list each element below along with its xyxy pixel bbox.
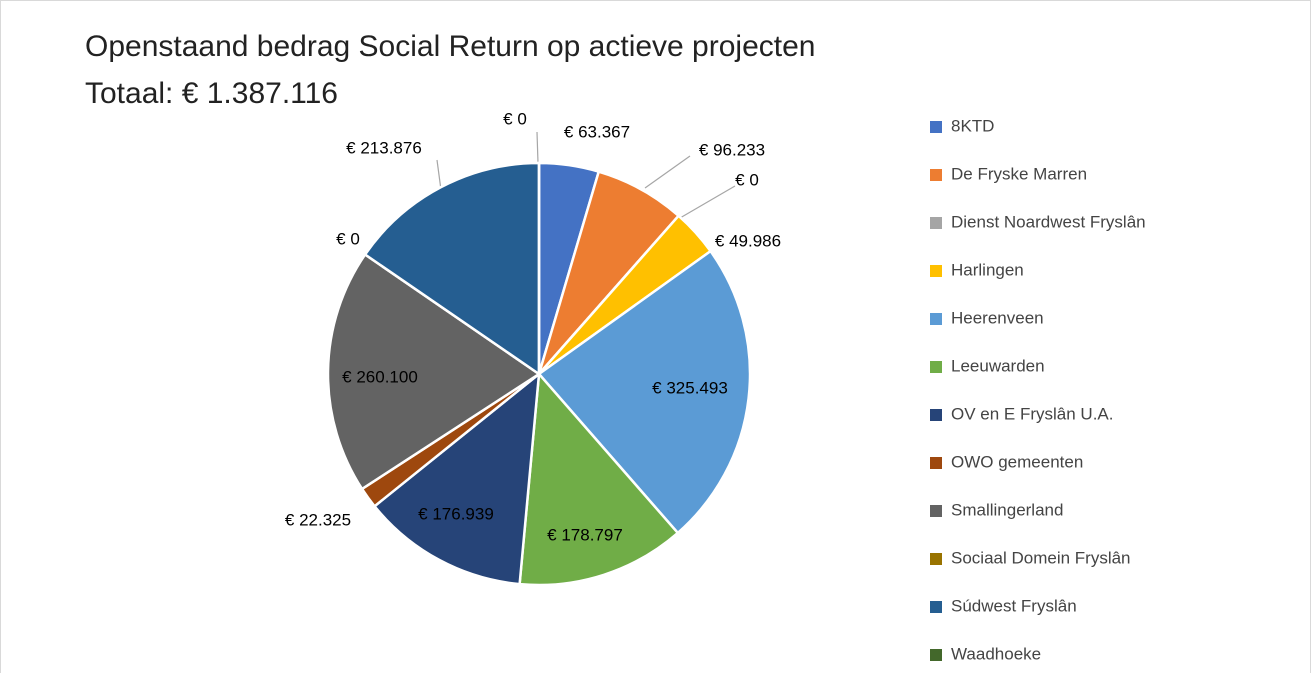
legend-label: Heerenveen <box>951 308 1044 327</box>
pie-slice <box>537 249 752 535</box>
pie-slice <box>372 371 541 586</box>
data-label: € 260.100 <box>342 367 418 386</box>
legend-swatch <box>930 601 942 613</box>
leader-line <box>679 185 736 219</box>
legend-label: OV en E Fryslân U.A. <box>951 404 1114 423</box>
legend-label: Smallingerland <box>951 500 1063 519</box>
legend-swatch <box>930 313 942 325</box>
legend-label: De Fryske Marren <box>951 164 1087 183</box>
data-label: € 213.876 <box>346 138 422 157</box>
legend-label: Dienst Noardwest Fryslân <box>951 212 1146 231</box>
leader-line <box>436 159 442 191</box>
chart-title: Openstaand bedrag Social Return op actie… <box>85 30 815 63</box>
legend-swatch <box>930 217 942 229</box>
legend-label: Súdwest Fryslân <box>951 596 1077 615</box>
legend-label: 8KTD <box>951 116 994 135</box>
pie-slice <box>518 370 680 587</box>
data-label: € 325.493 <box>652 378 728 397</box>
data-label: € 178.797 <box>547 525 623 544</box>
data-label: € 63.367 <box>564 122 630 141</box>
legend-swatch <box>930 121 942 133</box>
data-label: € 176.939 <box>418 504 494 523</box>
pie-slice <box>326 252 542 491</box>
legend-swatch <box>930 361 942 373</box>
data-label: € 0 <box>336 229 360 248</box>
legend-swatch <box>930 649 942 661</box>
leader-lines <box>436 131 736 219</box>
data-label: € 0 <box>503 109 527 128</box>
legend-swatch <box>930 457 942 469</box>
data-label: € 49.986 <box>715 231 781 250</box>
legend-swatch <box>930 265 942 277</box>
pie-slice <box>363 161 541 377</box>
data-label: € 96.233 <box>699 140 765 159</box>
legend-swatch <box>930 409 942 421</box>
legend-label: Harlingen <box>951 260 1024 279</box>
legend-swatch <box>930 505 942 517</box>
chart-subtitle: Totaal: € 1.387.116 <box>85 77 338 110</box>
leader-line <box>644 155 691 189</box>
legend-swatch <box>930 169 942 181</box>
legend-label: Sociaal Domein Fryslân <box>951 548 1131 567</box>
data-label: € 0 <box>735 170 759 189</box>
leader-line <box>536 131 539 164</box>
data-label: € 22.325 <box>285 510 351 529</box>
legend-label: Leeuwarden <box>951 356 1045 375</box>
legend-label: Waadhoeke <box>951 644 1041 663</box>
legend-label: OWO gemeenten <box>951 452 1083 471</box>
legend-swatch <box>930 553 942 565</box>
